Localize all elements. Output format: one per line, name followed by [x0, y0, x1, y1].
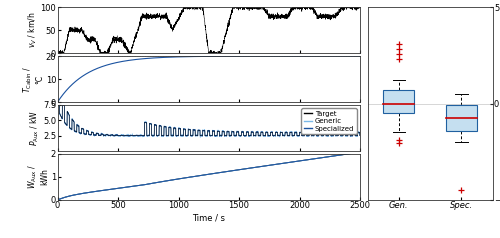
- Y-axis label: $W_{\mathrm{Aux}}$ /
kWh: $W_{\mathrm{Aux}}$ / kWh: [26, 164, 50, 189]
- Y-axis label: $v_V$ / km/h: $v_V$ / km/h: [26, 12, 39, 49]
- Bar: [446, 105, 477, 130]
- Y-axis label: $P_{\mathrm{Aux}}$ / kW: $P_{\mathrm{Aux}}$ / kW: [29, 110, 42, 146]
- Y-axis label: $T_{\mathrm{Cabin}}$ /
°C: $T_{\mathrm{Cabin}}$ / °C: [22, 65, 44, 93]
- X-axis label: Time / s: Time / s: [192, 213, 225, 222]
- Bar: [383, 90, 414, 113]
- Legend: Target, Generic, Specialized: Target, Generic, Specialized: [301, 108, 356, 134]
